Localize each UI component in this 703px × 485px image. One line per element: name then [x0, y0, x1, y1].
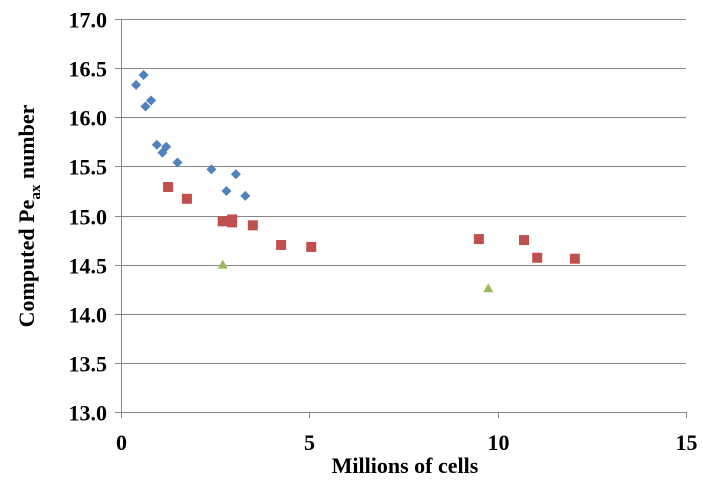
diamond-marker	[206, 164, 217, 175]
y-axis-title-suffix: number	[14, 104, 39, 184]
data-points	[131, 70, 580, 293]
diamond-marker	[172, 157, 183, 168]
triangle-marker	[483, 283, 494, 293]
y-axis-title: Computed Peax number	[14, 104, 44, 327]
y-tick-label: 16.0	[69, 106, 108, 131]
x-tick-label: 0	[116, 430, 127, 455]
x-tick-label: 5	[304, 430, 315, 455]
x-axis-title: Millions of cells	[332, 453, 479, 478]
gridlines	[121, 19, 686, 413]
diamond-marker	[151, 139, 162, 150]
diamond-marker	[140, 101, 151, 112]
diamond-marker	[161, 141, 172, 152]
square-marker	[227, 214, 238, 225]
y-tick-label: 16.5	[69, 57, 108, 82]
diamond-marker	[131, 79, 142, 90]
diamond-marker	[221, 185, 232, 196]
square-marker	[163, 182, 174, 193]
square-marker	[217, 216, 228, 227]
y-tick-label: 13.5	[69, 352, 108, 377]
square-marker	[532, 252, 543, 263]
y-tick-label: 15.0	[69, 205, 108, 230]
square-marker	[473, 234, 484, 245]
x-tick-label: 15	[676, 430, 698, 455]
square-marker	[247, 220, 258, 231]
y-axis-title-subscript: ax	[28, 184, 44, 200]
square-marker	[569, 253, 580, 264]
square-marker	[519, 235, 530, 246]
diamond-marker	[146, 95, 157, 106]
y-tick-label: 13.0	[69, 401, 108, 426]
axes	[115, 19, 687, 418]
y-tick-label: 15.5	[69, 155, 108, 180]
square-marker	[306, 241, 317, 252]
tick-labels: 13.0 13.5 14.0 14.5 15.0 15.5 16.0 16.5 17.0 0 5 10…	[69, 8, 698, 456]
diamond-marker	[138, 70, 149, 81]
y-axis-title-prefix: Computed Pe	[14, 199, 39, 327]
triangle-marker	[217, 259, 228, 269]
y-tick-label: 14.5	[69, 254, 108, 279]
square-marker	[181, 193, 192, 204]
y-tick-label: 14.0	[69, 303, 108, 328]
y-tick-label: 17.0	[69, 8, 108, 33]
diamond-marker	[230, 169, 241, 180]
diamond-marker	[240, 190, 251, 201]
x-tick-label: 10	[488, 430, 510, 455]
square-marker	[276, 239, 287, 250]
